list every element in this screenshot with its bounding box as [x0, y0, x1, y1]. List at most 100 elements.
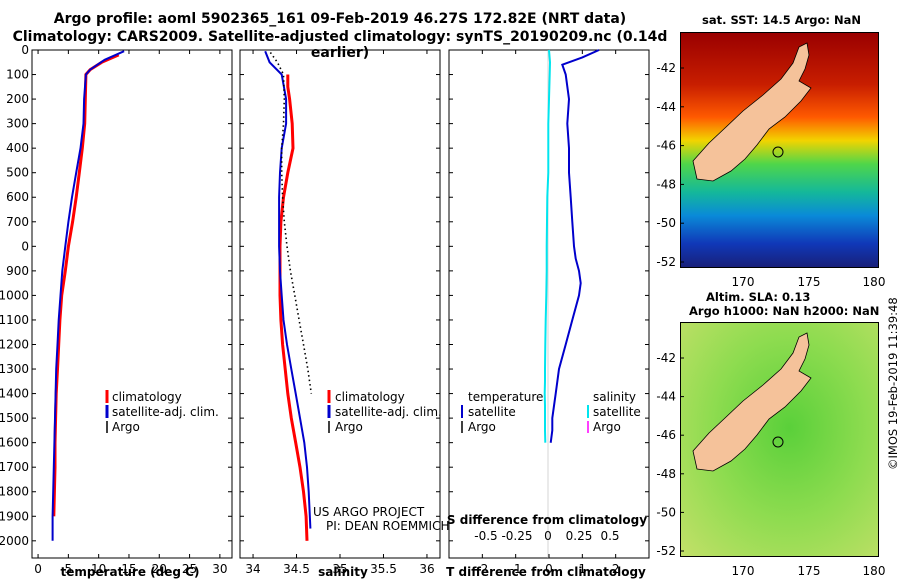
salinity-panel-frame	[239, 49, 441, 559]
sla-map-title-line1: Altim. SLA: 0.13	[706, 290, 811, 304]
sla-map-canvas	[681, 323, 878, 556]
s-diff-tick-label: -0.5	[474, 529, 497, 543]
x-tick-label: 20	[152, 562, 167, 576]
depth-tick-label: 1300	[0, 362, 29, 376]
profile-plots: 0100200300400500600700090010001100120013…	[0, 43, 650, 579]
x-tick-label: 25	[182, 562, 197, 576]
pi-annotation: PI: DEAN ROEMMICH	[326, 519, 449, 533]
sst-map	[680, 32, 879, 268]
x-tick-label: 0	[34, 562, 42, 576]
lat-tick-label: -52	[656, 544, 676, 558]
diff-legend-salinity-label: salinity	[593, 390, 636, 404]
depth-tick-label: 1400	[0, 387, 29, 401]
x-tick-label: 34.5	[283, 562, 310, 576]
depth-tick-label: 500	[6, 166, 29, 180]
sla-map	[680, 322, 879, 557]
depth-tick-label: 300	[6, 117, 29, 131]
legend-climatology-label: climatology	[112, 390, 182, 404]
diff-legend-t-satellite-label: satellite	[468, 405, 516, 419]
sst-map-canvas	[681, 33, 878, 267]
depth-tick-label: 1000	[0, 288, 29, 302]
sal-legend-climatology-label: climatology	[335, 390, 405, 404]
sla-map-axes: -42 -44 -46 -48 -50 -52 170 175 180	[656, 351, 886, 578]
x-tick-label: 1	[579, 562, 587, 576]
depth-tick-label: 1600	[0, 436, 29, 450]
difference-xlabel: T difference from climatology	[446, 565, 646, 579]
lat-tick-label: -50	[656, 216, 676, 230]
series-line-salinity-satellite	[543, 49, 552, 443]
x-tick-label: 0	[545, 562, 553, 576]
lat-tick-label: -52	[656, 255, 676, 269]
salinity-xlabel: salinity	[318, 565, 368, 579]
x-tick-label: 36	[419, 562, 434, 576]
depth-tick-label: 2000	[0, 534, 29, 548]
s-difference-axis-label: S difference from climatology	[447, 513, 647, 527]
diff-legend-s-satellite-label: satellite	[593, 405, 641, 419]
s-diff-tick-label: 0	[544, 529, 552, 543]
lat-tick-label: -44	[656, 100, 676, 114]
lon-tick-label: 175	[798, 564, 821, 578]
lon-tick-label: 175	[798, 275, 821, 289]
depth-tick-label: 900	[6, 264, 29, 278]
project-annotation: US ARGO PROJECT	[313, 505, 425, 519]
x-tick-label: 34	[245, 562, 260, 576]
s-diff-tick-label: 0.25	[566, 529, 593, 543]
depth-tick-label: 700	[6, 215, 29, 229]
sst-map-title: sat. SST: 14.5 Argo: NaN	[702, 13, 862, 27]
x-tick-label: 30	[212, 562, 227, 576]
depth-tick-label: 1900	[0, 509, 29, 523]
depth-tick-label: 200	[6, 92, 29, 106]
depth-tick-label: 1200	[0, 337, 29, 351]
depth-tick-label: 1700	[0, 460, 29, 474]
lat-tick-label: -42	[656, 351, 676, 365]
legend-satellite-label: satellite-adj. clim.	[112, 405, 219, 419]
series-line-argo	[269, 52, 313, 394]
sla-map-title-line2: Argo h1000: NaN h2000: NaN	[689, 304, 880, 318]
depth-tick-label: 0	[21, 239, 29, 253]
x-tick-label: 35	[332, 562, 347, 576]
series-line-climatology	[52, 53, 120, 517]
x-tick-label: -2	[476, 562, 488, 576]
series-line-satellite-adj-clim-	[51, 50, 125, 541]
s-diff-tick-label: -0.25	[501, 529, 532, 543]
x-tick-label: -1	[510, 562, 522, 576]
lon-tick-label: 170	[732, 564, 755, 578]
x-tick-label: 10	[91, 562, 106, 576]
x-tick-label: 15	[121, 562, 136, 576]
diff-legend-s-argo-label: Argo	[593, 420, 621, 434]
depth-tick-label: 1800	[0, 485, 29, 499]
lon-tick-label: 180	[863, 275, 886, 289]
s-diff-tick-label: 0.5	[600, 529, 619, 543]
new-zealand-land	[692, 42, 812, 182]
lat-tick-label: -50	[656, 505, 676, 519]
sal-legend-satellite-label: satellite-adj. clim.	[335, 405, 442, 419]
series-line-climatology	[278, 74, 309, 541]
depth-tick-label: 600	[6, 190, 29, 204]
diff-legend-t-argo-label: Argo	[468, 420, 496, 434]
x-tick-label: 5	[65, 562, 73, 576]
series-line-satellite-adj-clim-	[264, 50, 312, 529]
imos-credit: ©IMOS 19-Feb-2019 11:39:48	[886, 297, 900, 470]
lat-tick-label: -48	[656, 467, 676, 481]
sal-legend-argo-label: Argo	[335, 420, 363, 434]
x-tick-label: 35.5	[370, 562, 397, 576]
diff-legend-temperature-label: temperature	[468, 390, 543, 404]
series-line-temperature-satellite	[549, 49, 600, 443]
profile-location-marker-sla	[772, 436, 784, 448]
depth-tick-label: 1100	[0, 313, 29, 327]
temperature-panel-frame	[31, 49, 233, 559]
lat-tick-label: -46	[656, 428, 676, 442]
profile-location-marker	[772, 146, 784, 158]
new-zealand-land-sla	[692, 332, 812, 472]
lat-tick-label: -42	[656, 61, 676, 75]
lon-tick-label: 170	[732, 275, 755, 289]
lon-tick-label: 180	[863, 564, 886, 578]
temperature-xlabel: temperature (deg C)	[61, 565, 200, 579]
x-tick-label: 2	[612, 562, 620, 576]
lat-tick-label: -46	[656, 139, 676, 153]
lat-tick-label: -48	[656, 177, 676, 191]
depth-tick-label: 400	[6, 141, 29, 155]
lat-tick-label: -44	[656, 390, 676, 404]
depth-tick-label: 100	[6, 68, 29, 82]
depth-tick-label: 0	[21, 43, 29, 57]
